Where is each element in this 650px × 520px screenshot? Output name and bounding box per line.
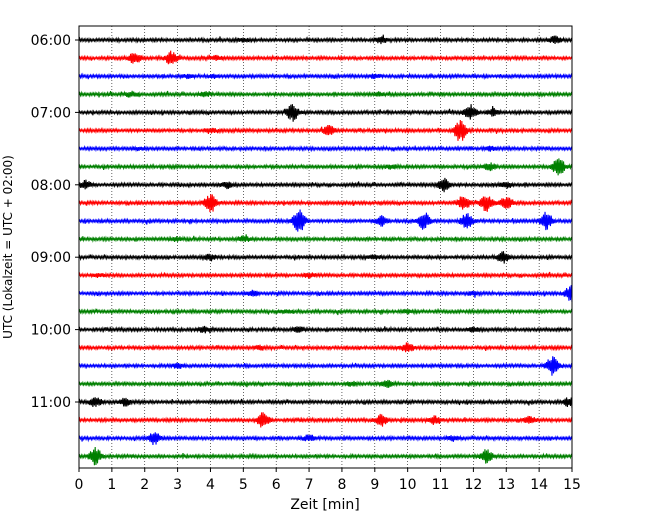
trace-line [78, 251, 573, 264]
trace-line [78, 397, 573, 409]
trace-line [78, 209, 573, 232]
x-tick-label: 5 [239, 477, 248, 493]
y-axis-ticks: 06:00 07:00 08:00 09:00 10:00 11:00 [31, 33, 79, 411]
x-tick-label: 12 [464, 477, 482, 493]
trace-line [78, 194, 573, 213]
seismogram-traces [78, 34, 573, 466]
trace-line [78, 90, 573, 98]
y-tick-label: 06:00 [31, 33, 71, 49]
x-tick-label: 14 [530, 477, 548, 493]
trace-line [78, 325, 573, 334]
trace-line [78, 234, 573, 244]
trace-line [78, 432, 573, 445]
y-tick-label: 08:00 [31, 178, 71, 194]
trace-line [78, 158, 573, 176]
trace-line [78, 285, 573, 303]
x-tick-label: 11 [432, 477, 450, 493]
x-axis-label: Zeit [min] [290, 497, 359, 513]
trace-line [78, 307, 573, 316]
x-tick-label: 10 [399, 477, 417, 493]
trace-line [78, 50, 573, 65]
trace-line [78, 342, 573, 353]
trace-line [78, 34, 573, 45]
trace-line [78, 120, 573, 141]
trace-line [78, 104, 573, 122]
x-axis-ticks: 0 1 2 3 4 5 6 7 8 9 10 11 12 13 14 15 [75, 468, 581, 493]
trace-line [78, 356, 573, 376]
x-tick-label: 0 [75, 477, 84, 493]
trace-line [78, 446, 573, 466]
x-tick-label: 13 [497, 477, 515, 493]
x-tick-label: 2 [140, 477, 149, 493]
x-tick-label: 3 [173, 477, 182, 493]
trace-line [78, 379, 573, 388]
y-axis-label: UTC (Lokalzeit = UTC + 02:00) [1, 155, 15, 339]
y-tick-label: 10:00 [31, 323, 71, 339]
trace-line [78, 271, 573, 280]
trace-line [78, 412, 573, 428]
x-tick-label: 7 [305, 477, 314, 493]
y-tick-label: 07:00 [31, 105, 71, 121]
x-tick-label: 8 [337, 477, 346, 493]
trace-line [78, 177, 573, 193]
plot-frame [78, 25, 573, 469]
y-tick-label: 11:00 [31, 395, 71, 411]
x-tick-label: 15 [563, 477, 581, 493]
trace-line [78, 144, 573, 153]
y-tick-label: 09:00 [31, 250, 71, 266]
x-tick-label: 1 [107, 477, 116, 493]
x-tick-label: 6 [272, 477, 281, 493]
trace-line [78, 72, 573, 81]
x-tick-label: 4 [206, 477, 215, 493]
x-tick-label: 9 [370, 477, 379, 493]
